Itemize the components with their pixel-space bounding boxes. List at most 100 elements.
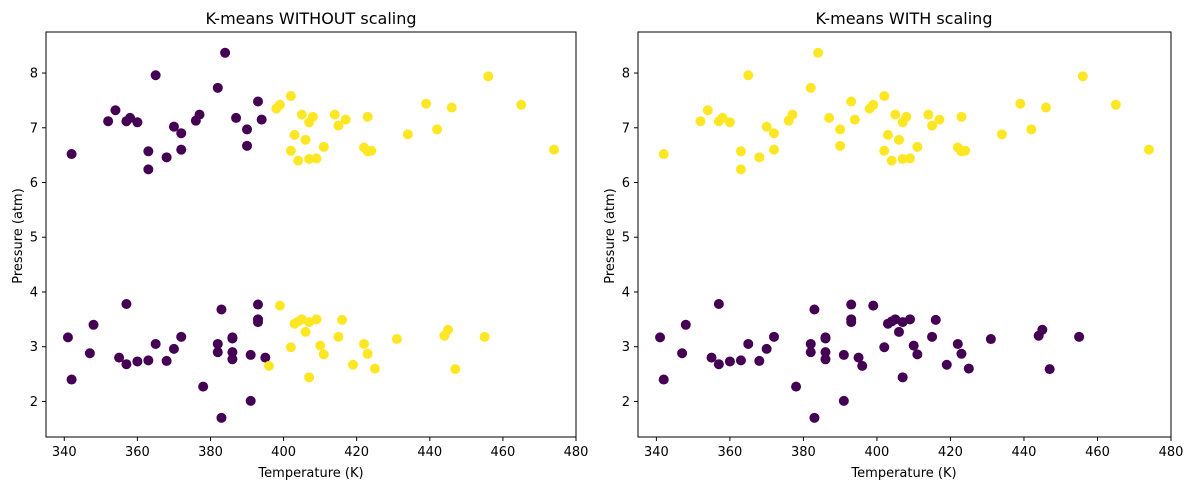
data-point [835, 140, 846, 151]
data-point [791, 381, 802, 392]
data-point [941, 359, 952, 370]
y-tick-label: 2 [30, 395, 38, 410]
x-tick-label: 360 [717, 445, 742, 460]
data-point [348, 359, 359, 370]
data-point [769, 128, 780, 139]
data-point [761, 343, 772, 354]
data-point [362, 111, 373, 122]
y-tick-label: 3 [622, 340, 630, 355]
data-point [923, 109, 934, 120]
data-point [985, 334, 996, 345]
data-point [256, 114, 267, 125]
data-point [150, 70, 161, 81]
data-point [231, 112, 242, 123]
data-point [838, 395, 849, 406]
data-point [150, 338, 161, 349]
data-point [315, 340, 326, 351]
x-tick-label: 460 [1085, 445, 1110, 460]
data-point [820, 354, 831, 365]
data-point [717, 112, 728, 123]
data-point [868, 300, 879, 311]
x-axis-label: Temperature (K) [850, 466, 956, 481]
data-point [893, 134, 904, 145]
data-point [897, 372, 908, 383]
data-point [996, 129, 1007, 140]
chart-panel-without-scaling: K-means WITHOUT scaling Temperature (K) … [11, 9, 588, 481]
data-point [66, 149, 77, 160]
data-point [103, 116, 114, 127]
plot-frame [637, 31, 1172, 438]
data-point [304, 372, 315, 383]
data-point [253, 317, 263, 328]
data-point [1037, 324, 1048, 335]
data-point [879, 91, 890, 102]
data-point [724, 356, 735, 367]
data-point [849, 114, 860, 125]
data-point [805, 338, 816, 349]
data-point [168, 343, 179, 354]
data-point [227, 332, 238, 343]
x-tick-label: 420 [938, 445, 963, 460]
data-point [761, 121, 772, 132]
x-tick-label: 400 [865, 445, 890, 460]
data-point [88, 319, 99, 330]
data-point [285, 145, 296, 156]
data-point [245, 349, 256, 360]
x-axis-label: Temperature (K) [257, 466, 363, 481]
chart-title: K-means WITH scaling [816, 9, 993, 28]
data-point [735, 355, 746, 366]
data-point [432, 124, 443, 135]
data-point [362, 348, 373, 359]
data-point [882, 129, 893, 140]
data-point [1044, 364, 1055, 375]
data-point [212, 347, 223, 358]
data-point [274, 99, 285, 110]
y-axis-label: Pressure (atm) [11, 188, 26, 284]
y-tick-label: 8 [622, 67, 630, 82]
data-point [769, 144, 780, 155]
data-point [805, 82, 816, 93]
data-point [724, 117, 735, 128]
data-point [879, 145, 890, 156]
data-point [735, 146, 746, 157]
data-point [1015, 98, 1026, 109]
data-point [890, 109, 901, 120]
data-point [263, 360, 274, 371]
data-point [176, 128, 187, 139]
data-point [143, 164, 154, 175]
data-point [84, 348, 95, 359]
data-point [340, 114, 351, 125]
data-point [868, 99, 879, 110]
data-point [735, 164, 746, 175]
data-point [212, 338, 223, 349]
data-point [658, 374, 669, 385]
data-point [960, 145, 971, 156]
data-point [787, 109, 798, 120]
data-point [143, 146, 154, 157]
data-point [912, 141, 923, 152]
data-point [893, 326, 904, 337]
data-point [886, 155, 897, 166]
data-point [300, 326, 311, 337]
x-tick-label: 480 [1159, 445, 1184, 460]
data-point [706, 352, 717, 363]
data-point [655, 332, 666, 343]
data-point [132, 117, 143, 128]
data-point [253, 299, 263, 310]
data-point [479, 331, 490, 342]
data-point [483, 71, 494, 82]
data-point [274, 300, 285, 311]
data-point [905, 153, 916, 164]
data-point [329, 109, 340, 120]
data-point [285, 91, 296, 102]
data-point [176, 331, 187, 342]
x-tick-label: 400 [271, 445, 296, 460]
data-point [391, 334, 402, 345]
y-tick-label: 5 [30, 231, 38, 246]
data-point [857, 360, 868, 371]
y-tick-label: 2 [622, 395, 630, 410]
data-point [912, 349, 923, 360]
x-tick-label: 480 [564, 445, 589, 460]
data-point [835, 124, 846, 135]
